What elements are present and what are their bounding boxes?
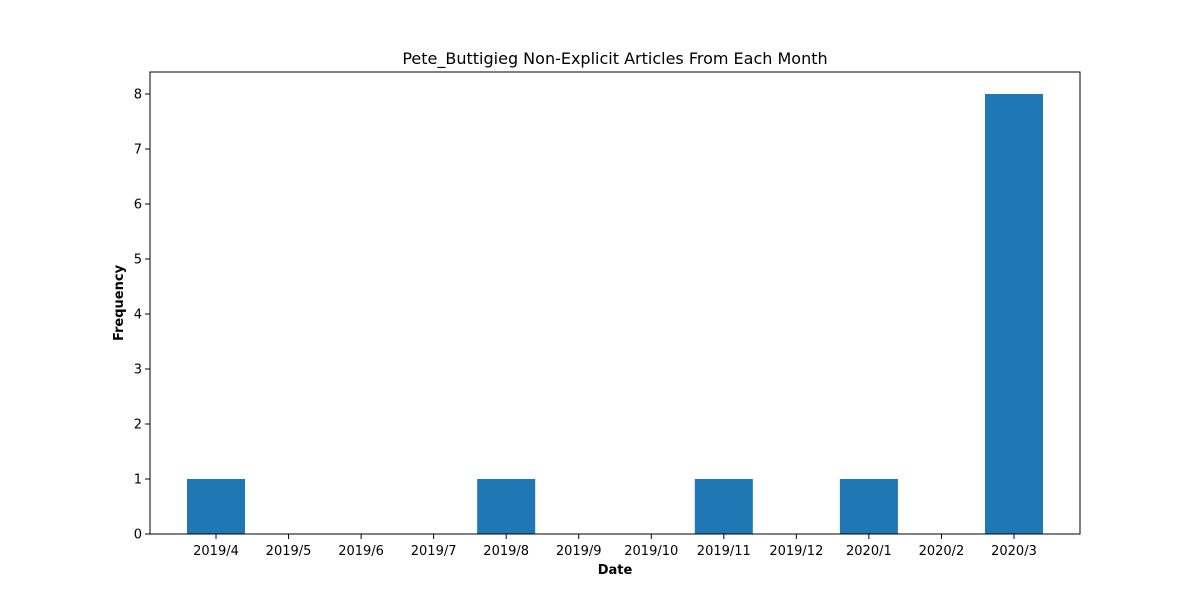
x-tick-label: 2020/3 <box>991 544 1037 559</box>
bar-2020-1 <box>839 479 898 534</box>
x-tick-label: 2019/7 <box>411 544 457 559</box>
y-tick-label: 8 <box>134 88 142 103</box>
chart-title: Pete_Buttigieg Non-Explicit Articles Fro… <box>402 49 827 69</box>
y-tick-label: 5 <box>134 253 142 268</box>
y-tick-label: 7 <box>134 143 142 158</box>
bars-group <box>187 94 1043 534</box>
x-tick-label: 2019/10 <box>624 544 678 559</box>
y-tick-label: 3 <box>134 363 142 378</box>
y-tick-label: 4 <box>134 308 142 323</box>
y-tick-label: 6 <box>134 198 142 213</box>
y-axis: 0 1 2 3 4 5 6 7 8 <box>134 88 150 543</box>
y-tick-label: 2 <box>134 418 142 433</box>
bar-2019-4 <box>187 479 246 534</box>
bar-2020-3 <box>984 94 1043 534</box>
bar-2019-8 <box>477 479 536 534</box>
x-tick-label: 2019/4 <box>193 544 239 559</box>
x-axis-title: Date <box>598 563 633 578</box>
x-tick-label: 2019/8 <box>483 544 529 559</box>
plot-frame <box>149 71 1081 535</box>
x-tick-label: 2019/9 <box>556 544 602 559</box>
x-tick-label: 2019/6 <box>338 544 384 559</box>
x-tick-label: 2019/11 <box>697 544 751 559</box>
y-tick-label: 0 <box>134 528 142 543</box>
x-tick-label: 2019/12 <box>769 544 823 559</box>
y-tick-label: 1 <box>134 473 142 488</box>
y-axis-title: Frequency <box>112 264 127 341</box>
x-axis: 2019/4 2019/5 2019/6 2019/7 2019/8 2019/9 2019… <box>193 534 1037 559</box>
x-tick-label: 2019/5 <box>266 544 312 559</box>
bar-2019-11 <box>694 479 753 534</box>
x-tick-label: 2020/1 <box>846 544 892 559</box>
x-tick-label: 2020/2 <box>919 544 965 559</box>
